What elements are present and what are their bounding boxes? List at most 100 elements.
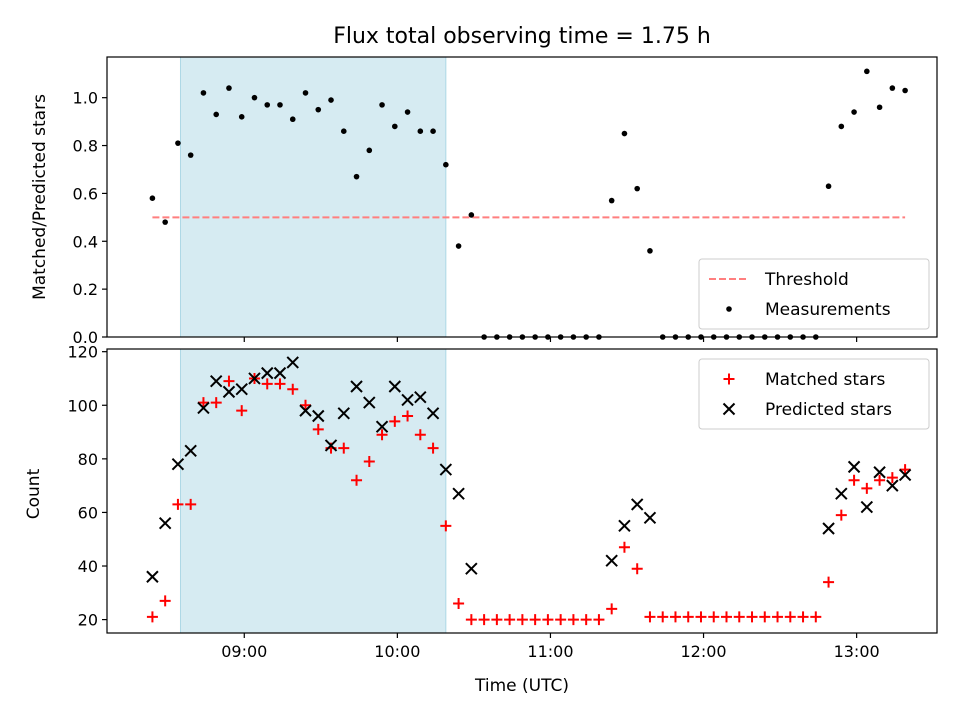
bottom-chart: 20 40 60 80 100 120 09:00 10:00 11:00 12:00 13:00 M… [67,343,938,661]
top-series-0-point-14 [328,97,334,103]
bottom-series-0-point-40 [657,611,669,623]
top-ytick-label-5: 1.0 [73,89,98,108]
bottom-series-1-point-8 [248,372,261,385]
bottom-series-0-point-52 [810,611,822,623]
bottom-chart-ylabel: Count [24,468,44,519]
bottom-series-0-point-48 [759,611,771,623]
top-series-0-point-2 [175,140,181,146]
bottom-series-0-point-41 [669,611,681,623]
bottom-series-0-point-58 [886,472,898,484]
top-series-0-point-36 [608,197,615,204]
bottom-series-1-point-28 [630,498,644,511]
bottom-ytick-label-1: 40 [78,557,98,576]
top-series-0-point-4 [200,90,207,96]
bottom-series-1-point-30 [822,522,835,535]
bottom-series-0-point-7 [236,405,248,417]
bottom-series-1-point-4 [197,401,210,415]
bottom-series-1-point-27 [618,519,631,533]
top-series-0-point-54 [838,123,845,130]
bottom-series-1-point-7 [235,382,248,396]
bottom-series-1-point-34 [873,466,886,479]
top-series-0-point-20 [404,109,411,115]
top-series-0-point-5 [213,111,220,118]
bottom-series-0-point-13 [312,423,324,435]
top-series-0-point-9 [264,102,271,108]
bottom-series-0-point-43 [695,611,707,623]
bottom-series-1-point-16 [350,380,363,393]
bottom-series-1-point-13 [312,409,325,423]
bottom-xtick-label-1: 10:00 [374,642,420,661]
bottom-series-0-point-45 [721,611,733,623]
top-series-0-point-6 [226,85,232,91]
top-legend-marker-1 [726,306,732,312]
bottom-ytick-label-0: 20 [78,611,98,630]
bottom-series-0-point-2 [172,498,184,510]
bottom-series-1-point-10 [273,366,287,380]
bottom-series-1-point-2 [171,458,185,471]
bottom-series-0-point-19 [389,415,401,427]
bottom-series-0-point-21 [414,429,426,441]
bottom-ytick-label-2: 60 [78,503,98,522]
top-ytick-label-2: 0.4 [73,232,98,251]
top-series-0-point-18 [379,102,385,108]
bottom-legend-marker-1 [722,402,736,416]
bottom-series-0-point-31 [542,614,554,626]
bottom-series-1-point-22 [426,407,440,420]
bottom-series-0-point-50 [784,611,796,623]
bottom-highlight-band [180,349,446,633]
bottom-series-0-point-9 [261,378,273,390]
top-series-0-point-58 [889,85,896,91]
bottom-series-1-point-21 [414,391,427,404]
bottom-series-0-point-17 [363,456,375,468]
bottom-series-1-point-17 [363,396,376,409]
bottom-series-0-point-42 [682,611,694,623]
bottom-series-0-point-4 [197,397,209,409]
top-ytick-label-3: 0.6 [73,184,98,203]
bottom-series-1-point-20 [401,393,414,407]
bottom-series-0-point-30 [529,614,541,626]
bottom-series-0-point-10 [274,378,286,390]
bottom-series-0-point-54 [835,509,847,521]
top-series-0-point-21 [417,128,424,134]
top-series-0-point-11 [289,116,296,123]
top-series-0-point-3 [187,152,194,158]
bottom-series-1-point-6 [222,385,236,399]
bottom-series-0-point-20 [402,410,414,422]
bottom-series-1-point-11 [286,356,299,369]
bottom-series-1-point-36 [898,468,912,482]
bottom-series-0-point-18 [376,429,388,441]
bottom-series-0-point-37 [618,541,630,553]
bottom-series-0-point-33 [567,614,579,626]
bottom-series-0-point-16 [351,474,363,486]
bottom-series-0-point-38 [631,563,643,575]
top-ytick-label-4: 0.8 [73,137,98,156]
bottom-legend: Matched stars Predicted stars [698,358,930,430]
top-ytick-label-1: 0.2 [73,280,98,299]
bottom-series-0-point-12 [300,399,312,411]
bottom-series-0-point-23 [440,520,452,532]
bottom-series-0-point-28 [504,614,516,626]
top-chart-title: Flux total observing time = 1.75 h [333,24,711,49]
top-series-0-point-13 [315,106,322,113]
top-series-0-point-23 [443,161,449,168]
bottom-series-0-point-34 [580,614,592,626]
top-series-0-point-59 [902,87,908,94]
bottom-ytick-label-5: 120 [67,343,98,362]
top-legend: Threshold Measurements [698,258,930,330]
bottom-series-1-point-35 [886,479,899,492]
bottom-series-0-point-32 [555,614,567,626]
bottom-series-0-point-3 [185,498,197,510]
bottom-ytick-label-4: 100 [67,396,98,415]
bottom-series-0-point-56 [861,482,873,494]
bottom-series-0-point-53 [823,576,835,588]
top-legend-box [698,258,930,330]
bottom-series-0-point-57 [874,474,886,486]
top-series-0-point-56 [864,68,870,75]
top-series-0-point-10 [277,102,283,108]
top-series-0-point-8 [251,94,258,101]
bottom-series-1-point-14 [324,439,338,452]
bottom-xtick-label-0: 09:00 [221,642,267,661]
bottom-series-0-point-6 [223,375,235,387]
top-series-0-point-1 [162,219,168,225]
top-series-0-point-38 [634,185,640,192]
